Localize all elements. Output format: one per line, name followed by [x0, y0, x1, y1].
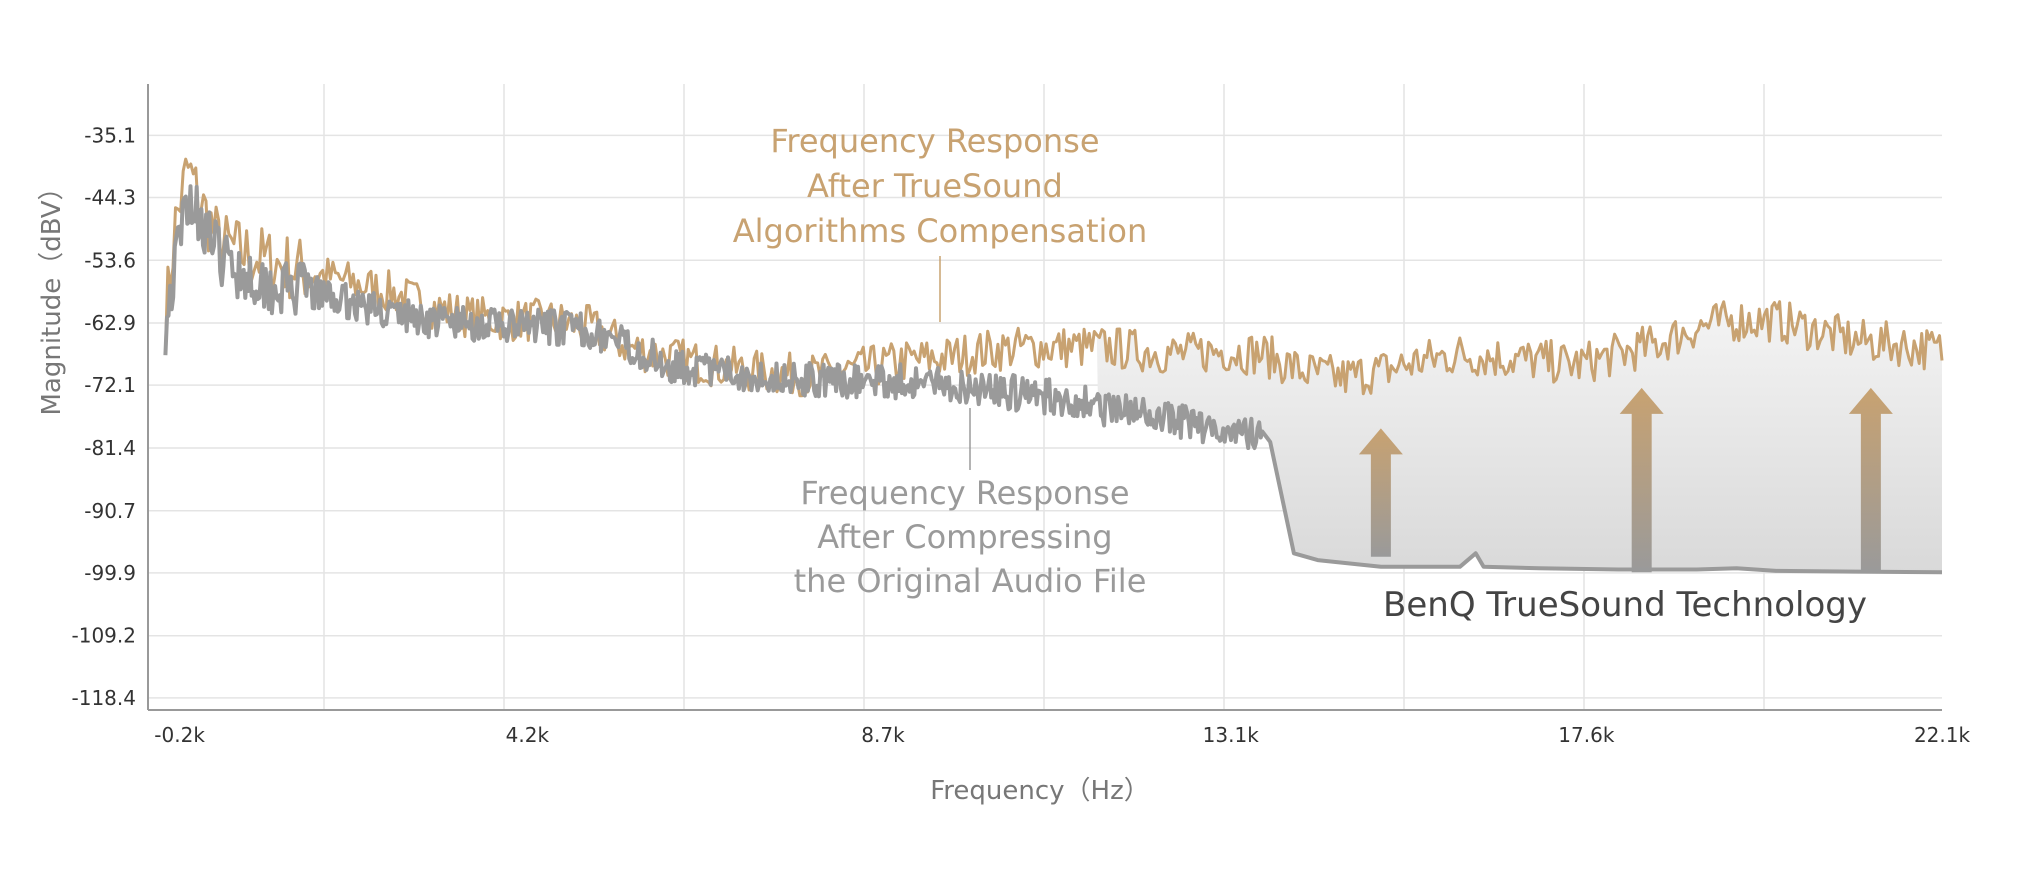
y-tick-label: -44.3	[84, 185, 136, 209]
annotation-compensation: Frequency Response After TrueSound Algor…	[733, 122, 1148, 250]
annotation-compressed: Frequency Response After Compressing the…	[794, 474, 1147, 600]
annotation-compensation-line-3: Algorithms Compensation	[733, 212, 1148, 250]
boost-arrow	[1848, 387, 1893, 573]
x-axis-title: Frequency（Hz）	[930, 776, 1150, 806]
annotation-compressed-line-3: the Original Audio File	[794, 562, 1147, 600]
annotation-compressed-line-2: After Compressing	[817, 518, 1112, 556]
x-tick-label: 22.1k	[1914, 723, 1971, 747]
annotation-compensation-line-1: Frequency Response	[770, 122, 1099, 160]
x-tick-label: -0.2k	[154, 723, 205, 747]
compensation-fill-area	[1096, 301, 1942, 573]
x-tick-label: 17.6k	[1558, 723, 1615, 747]
y-tick-label: -35.1	[84, 123, 136, 147]
x-tick-label: 8.7k	[861, 723, 905, 747]
axes	[147, 84, 1942, 711]
boost-arrow	[1358, 428, 1403, 557]
boost-arrows	[1358, 387, 1893, 573]
x-tick-labels: -0.2k 4.2k 8.7k 13.1k 17.6k 22.1k	[154, 723, 1970, 747]
annotation-compressed-line-1: Frequency Response	[800, 474, 1129, 512]
compensation-fill	[1096, 301, 1942, 573]
y-tick-label: -99.9	[84, 561, 136, 585]
y-tick-label: -109.2	[72, 624, 136, 648]
y-tick-labels: -35.1 -44.3 -53.6 -62.9 -72.1 -81.4 -90.7 -99.9…	[72, 123, 136, 710]
y-tick-label: -81.4	[84, 436, 136, 460]
series-layer	[163, 157, 1944, 575]
technology-label: BenQ TrueSound Technology	[1383, 585, 1867, 625]
y-tick-label: -53.6	[84, 248, 136, 272]
x-tick-label: 4.2k	[506, 723, 550, 747]
boost-arrow	[1619, 387, 1664, 573]
y-tick-label: -90.7	[84, 499, 136, 523]
annotation-compensation-line-2: After TrueSound	[807, 167, 1063, 205]
x-tick-label: 13.1k	[1203, 723, 1260, 747]
y-axis-title: Magnitude（dBV）	[37, 174, 67, 415]
series-compressed-line	[163, 184, 1943, 575]
y-tick-label: -72.1	[84, 373, 136, 397]
y-tick-label: -62.9	[84, 311, 136, 335]
y-tick-label: -118.4	[72, 686, 136, 710]
